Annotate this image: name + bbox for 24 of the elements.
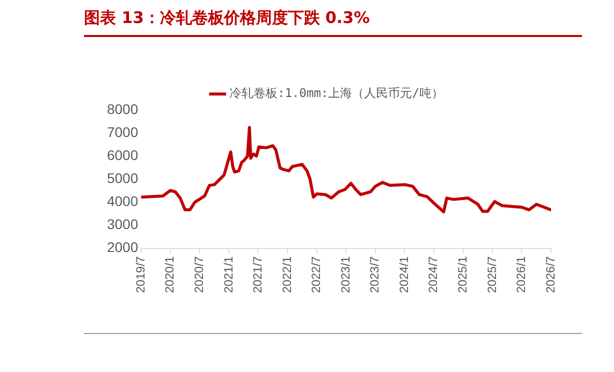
x-tick-label: 2022/1: [280, 256, 294, 293]
x-tick-label: 2025/1: [455, 256, 470, 293]
y-tick-label: 5000: [106, 170, 138, 186]
x-tick-label: 2021/7: [250, 256, 265, 293]
y-tick-label: 6000: [106, 146, 138, 163]
y-tick-label: 2000: [106, 239, 138, 256]
x-tick-label: 2026/7: [543, 256, 558, 293]
x-tick-label: 2024/1: [396, 256, 411, 293]
chart-title: 图表 13：冷轧卷板价格周度下跌 0.3%: [84, 8, 370, 29]
y-tick-label: 3000: [106, 216, 138, 232]
x-tick-label: 2026/1: [514, 256, 528, 293]
y-tick-label: 8000: [106, 100, 138, 117]
x-tick-label: 2019/7: [133, 256, 148, 293]
x-tick-label: 2024/7: [426, 256, 440, 293]
y-tick-label: 7000: [106, 124, 138, 140]
legend-label: 冷轧卷板:1.0mm:上海（人民币元/吨）: [230, 86, 444, 100]
x-tick-label: 2020/1: [162, 256, 177, 293]
y-tick-label: 4000: [106, 193, 138, 210]
x-tick-label: 2023/7: [368, 256, 382, 293]
x-tick-label: 2020/7: [192, 256, 206, 293]
x-tick-label: 2023/1: [338, 256, 352, 293]
x-tick-label: 2025/7: [484, 256, 499, 293]
x-tick-label: 2021/1: [221, 256, 236, 293]
x-tick-label: 2022/7: [309, 256, 324, 293]
